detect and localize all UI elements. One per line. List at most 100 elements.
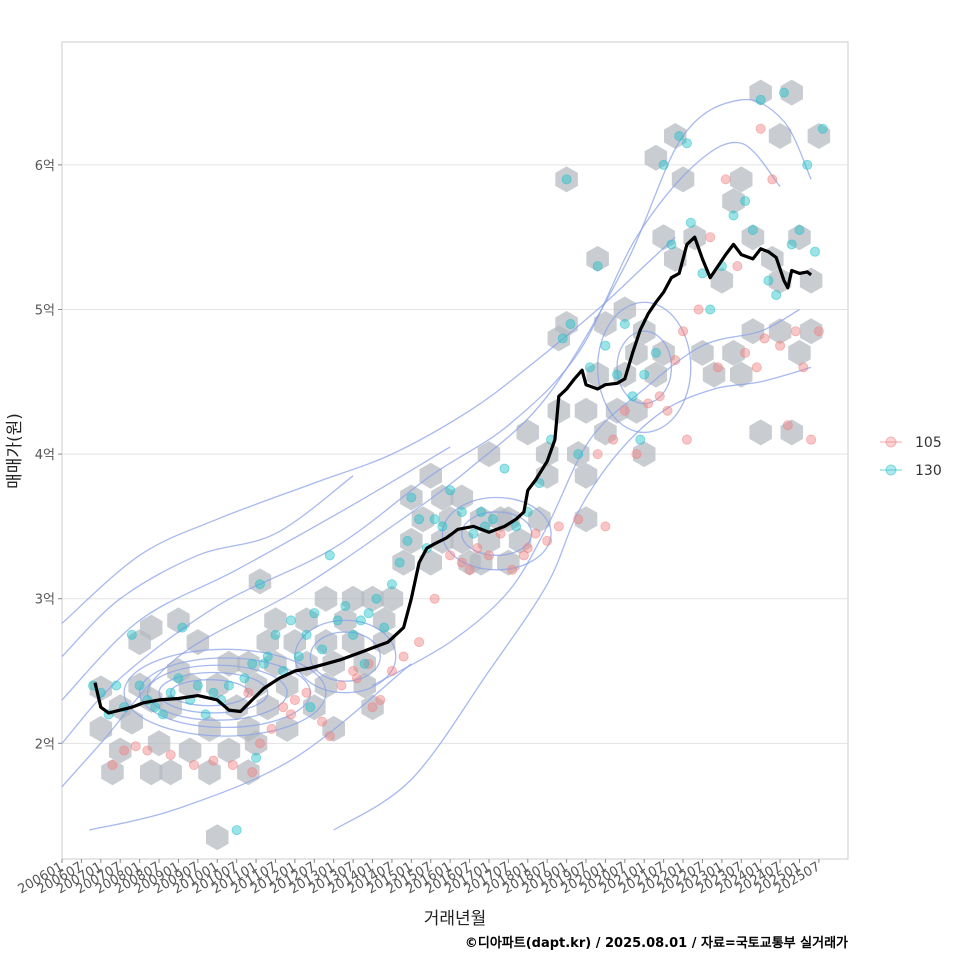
point-105: [247, 767, 258, 778]
point-130: [208, 687, 219, 698]
point-105: [483, 550, 494, 561]
point-130: [414, 514, 425, 525]
contour-ring: [123, 648, 327, 737]
point-130: [681, 138, 692, 149]
point-130: [658, 159, 669, 170]
point-105: [530, 528, 541, 539]
hexbin-cell: [314, 585, 338, 612]
point-105: [208, 755, 219, 766]
point-105: [670, 355, 681, 366]
hexbin-cell: [400, 527, 423, 554]
point-105: [429, 593, 440, 604]
point-105: [712, 362, 723, 373]
point-130: [747, 224, 758, 235]
hexbin-cell: [477, 527, 501, 554]
point-130: [402, 535, 413, 546]
point-130: [584, 362, 595, 373]
point-130: [763, 275, 774, 286]
point-105: [301, 687, 312, 698]
hexbin-cell: [652, 339, 675, 366]
point-105: [107, 760, 118, 771]
point-130: [192, 680, 203, 691]
contour-ring: [138, 657, 312, 729]
point-130: [619, 318, 630, 329]
point-130: [386, 579, 397, 590]
hexbin-cell: [178, 672, 202, 699]
point-130: [301, 629, 312, 640]
legend-105-label: 105: [915, 435, 942, 451]
point-105: [806, 434, 817, 445]
y-axis-title: 매매가(원): [5, 413, 25, 489]
point-130: [810, 246, 821, 257]
point-105: [522, 543, 533, 554]
contour-ring: [294, 619, 397, 694]
point-130: [786, 239, 797, 250]
source-caption: ©디아파트(dapt.kr) / 2025.08.01 / 자료=국토교통부 실…: [465, 935, 848, 951]
point-130: [394, 557, 405, 568]
point-130: [317, 644, 328, 655]
y-tick-label: 4억: [35, 448, 55, 463]
hexbin-cell: [295, 607, 318, 634]
legend-130-marker: [885, 464, 897, 476]
point-105: [542, 535, 553, 546]
point-105: [662, 405, 673, 416]
point-105: [600, 521, 611, 532]
point-130: [173, 673, 184, 684]
point-130: [406, 492, 417, 503]
point-130: [771, 290, 782, 301]
contour-ring: [616, 330, 673, 405]
point-105: [643, 398, 654, 409]
hexbin-cell: [768, 123, 792, 149]
density-contours: [61, 98, 812, 831]
point-105: [188, 760, 199, 771]
y-tick-label: 3억: [35, 593, 55, 608]
point-130: [817, 123, 828, 134]
point-105: [740, 347, 751, 358]
hexbin-cell: [644, 144, 668, 171]
hexbin-cell: [749, 79, 772, 106]
hexbin-cell: [780, 79, 803, 106]
point-105: [456, 557, 467, 568]
point-105: [278, 702, 289, 713]
point-130: [134, 680, 145, 691]
hexbin-cell: [322, 650, 345, 677]
point-105: [254, 738, 265, 749]
hexbin-cell: [237, 759, 260, 786]
hexbin-cell: [341, 585, 365, 612]
point-105: [398, 651, 409, 662]
hexbin-cell: [644, 361, 668, 388]
x-axis: 2006012006072007012007072008012008072009…: [16, 859, 823, 897]
hexbin-cell: [89, 715, 113, 742]
point-105: [445, 550, 456, 561]
point-130: [239, 673, 250, 684]
hexbin-cell: [799, 267, 823, 294]
point-130: [286, 615, 297, 626]
hexbin-cell: [392, 549, 415, 576]
scatter-points: [88, 87, 828, 836]
point-130: [429, 514, 440, 525]
point-130: [573, 449, 584, 460]
point-130: [247, 658, 258, 669]
point-130: [223, 680, 234, 691]
hexbin-cell: [722, 339, 745, 366]
point-105: [732, 261, 743, 272]
point-130: [200, 709, 211, 720]
point-130: [685, 217, 696, 228]
contour-ring: [596, 301, 692, 434]
contour-ring: [309, 631, 381, 682]
hexbin-cell: [652, 224, 675, 251]
point-105: [775, 340, 786, 351]
point-105: [464, 564, 475, 575]
y-tick-label: 2억: [35, 737, 55, 752]
trend-line-layer: [93, 235, 813, 715]
legend: 105 130: [880, 435, 942, 479]
point-105: [266, 723, 277, 734]
hexbin-cell: [671, 166, 695, 193]
hexbin-cell: [730, 361, 753, 388]
point-130: [705, 304, 716, 315]
hexbin-cell: [140, 759, 163, 786]
point-105: [119, 745, 130, 756]
point-105: [782, 420, 793, 431]
legend-130-label: 130: [915, 463, 942, 479]
point-105: [798, 362, 809, 373]
